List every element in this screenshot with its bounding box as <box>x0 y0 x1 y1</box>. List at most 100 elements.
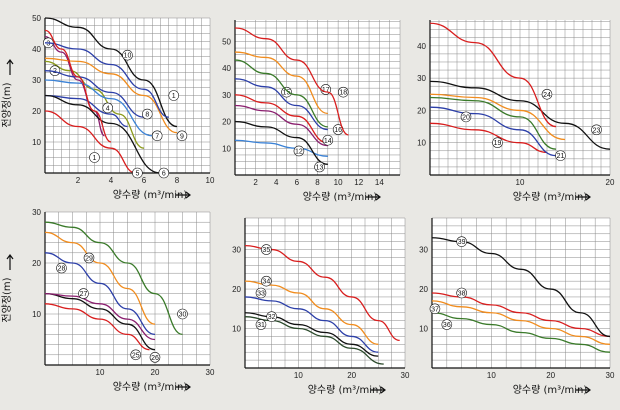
series-label-38: 38 <box>458 291 466 298</box>
series-label-34: 34 <box>262 279 270 286</box>
x-tick-label: 2 <box>76 176 81 185</box>
series-label-15: 15 <box>283 90 291 97</box>
x-tick-label: 14 <box>375 178 384 187</box>
series-label-circle-28 <box>56 262 67 274</box>
x-tick-label: 10 <box>334 178 343 187</box>
series-label-21: 21 <box>557 153 565 160</box>
series-label-circle-7 <box>151 130 163 142</box>
series-label-18: 18 <box>339 90 347 97</box>
y-tick-label: 40 <box>417 42 426 51</box>
series-label-14: 14 <box>324 138 332 145</box>
x-axis-arrow <box>371 386 386 394</box>
x-axis-arrow <box>366 193 381 201</box>
y-tick-label: 30 <box>32 76 41 85</box>
series-label-circle-36 <box>441 319 453 330</box>
series-line-33 <box>244 296 379 353</box>
x-tick-label: 2 <box>253 178 258 187</box>
series-label-23: 23 <box>593 127 601 134</box>
series-label-24: 24 <box>543 92 551 99</box>
series-line-8 <box>44 70 145 118</box>
y-tick-label: 20 <box>32 259 41 268</box>
x-axis-arrow <box>176 191 191 199</box>
series-line-17 <box>234 51 328 115</box>
y-tick-label: 20 <box>419 285 428 294</box>
y-tick-label: 50 <box>222 37 231 46</box>
series-line-6 <box>44 94 161 174</box>
x-tick-label: 4 <box>274 178 279 187</box>
x-tick-label: 10 <box>516 178 525 187</box>
series-line-23 <box>429 80 611 150</box>
x-tick-label: 6 <box>295 178 300 187</box>
series-label-circle-1 <box>89 152 100 163</box>
series-line-9 <box>44 57 178 134</box>
x-axis-arrow <box>576 386 591 394</box>
series-label-10: 10 <box>124 53 132 60</box>
series-label-circle-30 <box>177 308 188 320</box>
x-tick-label: 20 <box>347 371 356 380</box>
series-label-circle-5 <box>132 167 143 179</box>
series-label-13: 13 <box>316 164 324 171</box>
series-label-29: 29 <box>85 255 93 262</box>
series-line-1 <box>44 29 112 143</box>
series-label-circle-25 <box>130 349 142 361</box>
series-line-27 <box>44 292 156 341</box>
y-tick-label: 40 <box>32 45 41 54</box>
series-label-circle-12 <box>293 145 305 157</box>
series-label-28: 28 <box>58 266 66 273</box>
series-label-8: 8 <box>145 112 149 119</box>
y-tick-label: 10 <box>222 144 231 153</box>
y-tick-label: 30 <box>222 91 231 100</box>
y-axis-label-top: 전양정(m) <box>1 82 13 127</box>
y-tick-label: 10 <box>419 325 428 334</box>
grid <box>44 211 211 366</box>
series-line-16 <box>234 59 328 128</box>
series-label-17: 17 <box>322 87 330 94</box>
series-line-19 <box>429 122 548 154</box>
series-label-27: 27 <box>80 291 88 298</box>
series-label-circle-23 <box>591 124 602 136</box>
series-label-9: 9 <box>180 133 184 140</box>
series-label-circle-13 <box>314 161 325 173</box>
series-label-circle-26 <box>149 352 161 363</box>
series-line-14 <box>234 94 328 144</box>
series-label-circle-31 <box>255 319 267 330</box>
y-tick-label: 10 <box>32 138 41 147</box>
series-label-25: 25 <box>132 352 140 359</box>
series-label-circle-20 <box>460 111 472 123</box>
series-line-24 <box>429 22 557 128</box>
x-tick-label: 30 <box>401 371 410 380</box>
series-label-30: 30 <box>179 312 187 319</box>
series-label-7: 7 <box>155 133 159 140</box>
x-tick-label: 30 <box>206 368 215 377</box>
series-label-33: 33 <box>257 291 265 298</box>
x-tick-label: 10 <box>206 176 215 185</box>
series-label-circle-24 <box>541 88 553 100</box>
y-axis-label-bottom: 전양정(m) <box>1 277 13 322</box>
series-label-circle-35 <box>261 244 272 255</box>
x-axis-label: 양수량 (m³/min) <box>303 191 378 203</box>
y-axis-arrow-bottom <box>6 254 14 270</box>
y-tick-label: 20 <box>232 285 241 294</box>
series-label-circle-33 <box>255 287 267 299</box>
x-tick-label: 8 <box>315 178 320 187</box>
x-tick-label: 20 <box>606 178 615 187</box>
y-tick-label: 30 <box>232 246 241 255</box>
y-tick-label: 30 <box>32 208 41 217</box>
series-label-circle-29 <box>83 252 95 264</box>
series-label-5: 5 <box>135 171 139 178</box>
series-line-25 <box>44 303 150 351</box>
series-label-circle-37 <box>429 303 441 315</box>
y-tick-label: 40 <box>222 64 231 73</box>
grid <box>44 17 211 174</box>
series-label-circle-19 <box>492 137 503 149</box>
series-line-35 <box>244 244 400 342</box>
series-label-circle-9 <box>176 130 188 142</box>
series-line-29 <box>44 231 156 325</box>
series-label-1: 1 <box>172 93 176 100</box>
series-label-16: 16 <box>334 127 342 134</box>
series-line-12 <box>234 139 328 157</box>
series-label-circle-8 <box>142 108 153 120</box>
series-label-19: 19 <box>494 140 502 147</box>
series-label-circle-4 <box>102 102 113 114</box>
